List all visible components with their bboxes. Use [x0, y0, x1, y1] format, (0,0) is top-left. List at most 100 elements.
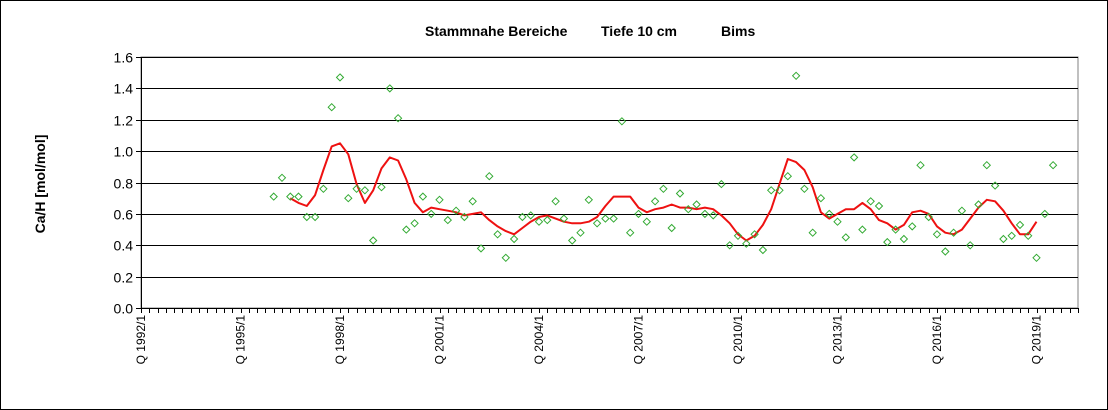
data-point — [891, 225, 900, 234]
data-point — [949, 228, 958, 237]
data-point — [667, 223, 676, 233]
data-point — [344, 193, 353, 203]
data-point — [808, 228, 817, 237]
data-point — [485, 171, 494, 181]
data-point — [576, 228, 585, 237]
data-point — [849, 153, 859, 162]
data-point — [625, 228, 635, 237]
data-point — [974, 200, 983, 209]
data-point — [965, 241, 975, 250]
x-tick-label: Q 2007/1 — [632, 315, 646, 365]
data-point — [393, 113, 403, 123]
data-point — [833, 217, 842, 226]
data-point — [476, 244, 486, 253]
data-point — [319, 184, 328, 194]
chart-title-part-2: Tiefe 10 cm — [601, 23, 677, 39]
y-tick-label: 0.0 — [114, 301, 134, 317]
x-tick-label: Q 2019/1 — [1030, 315, 1044, 365]
data-point — [841, 233, 851, 242]
data-point — [609, 214, 618, 223]
data-point — [435, 195, 444, 205]
data-point — [775, 186, 784, 195]
data-point — [501, 253, 511, 263]
data-point — [426, 209, 436, 219]
data-point — [634, 209, 643, 219]
data-point — [601, 214, 610, 223]
data-point — [543, 215, 552, 225]
axes: 0.0 0.2 0.4 0.6 0.8 1.0 1.2 1.4 1.6 Q 1992/1 Q 199… — [114, 50, 1079, 365]
data-point — [559, 214, 569, 223]
data-point — [675, 189, 685, 198]
data-point — [335, 73, 345, 82]
data-point — [310, 212, 320, 222]
y-tick-label: 1.6 — [114, 50, 134, 66]
x-tick-label: Q 1995/1 — [234, 315, 248, 365]
data-point — [708, 211, 718, 220]
data-point — [766, 186, 776, 195]
data-point — [783, 171, 793, 181]
data-point — [700, 209, 710, 219]
data-point — [551, 197, 560, 206]
data-point — [368, 236, 378, 245]
gridlines — [141, 57, 1078, 278]
data-point — [733, 231, 743, 241]
trend-line — [289, 142, 1038, 242]
data-point — [742, 239, 751, 248]
data-point — [269, 192, 278, 201]
data-point — [468, 197, 477, 206]
data-point — [999, 234, 1008, 244]
data-point — [1015, 220, 1025, 230]
y-tick-label: 1.4 — [114, 81, 134, 97]
data-point — [816, 193, 826, 203]
data-point — [858, 225, 867, 234]
data-point — [982, 160, 992, 170]
data-point — [824, 209, 834, 219]
series-layer — [269, 71, 1058, 263]
data-point — [642, 217, 652, 226]
x-tick-label: Q 2001/1 — [433, 315, 447, 365]
data-point — [509, 234, 519, 244]
y-tick-label: 0.2 — [114, 270, 134, 286]
y-axis-label: Ca/H [mol/mol] — [32, 135, 48, 234]
data-point — [750, 230, 759, 239]
data-point — [518, 212, 527, 222]
x-tick-label: Q 2016/1 — [930, 315, 944, 365]
data-point — [1040, 209, 1050, 219]
x-tick-label: Q 2004/1 — [532, 315, 546, 365]
data-point — [277, 173, 287, 183]
data-point — [1007, 231, 1016, 241]
data-point — [526, 211, 535, 220]
x-tick-label: Q 2013/1 — [831, 315, 845, 365]
data-point — [592, 219, 602, 228]
data-point — [402, 225, 411, 234]
data-point — [377, 182, 386, 192]
data-point — [534, 217, 544, 226]
y-tick-label: 0.4 — [114, 238, 134, 254]
data-point — [302, 212, 312, 222]
data-point — [758, 245, 768, 255]
x-tick-label: Q 1992/1 — [134, 315, 148, 365]
data-point — [352, 184, 361, 194]
data-point — [294, 192, 303, 201]
data-point — [932, 230, 942, 239]
data-point — [866, 197, 875, 206]
plot-area: 0.0 0.2 0.4 0.6 0.8 1.0 1.2 1.4 1.6 Q 1992/1 Q 199… — [114, 50, 1079, 365]
x-tick-label: Q 2010/1 — [731, 315, 745, 365]
data-point — [800, 184, 809, 194]
data-point — [1032, 253, 1041, 263]
data-point — [443, 215, 453, 225]
data-point — [916, 160, 925, 170]
chart-title-part-3: Bims — [721, 23, 755, 39]
y-tick-label: 1.2 — [114, 113, 134, 129]
data-point — [874, 201, 884, 211]
data-point — [990, 181, 1000, 190]
data-point — [617, 117, 627, 126]
data-point — [1023, 231, 1033, 241]
plot-background — [140, 56, 1079, 309]
data-point — [717, 179, 726, 189]
data-point — [460, 212, 469, 222]
data-point — [650, 197, 660, 206]
data-point — [410, 219, 419, 228]
data-point — [493, 230, 502, 239]
